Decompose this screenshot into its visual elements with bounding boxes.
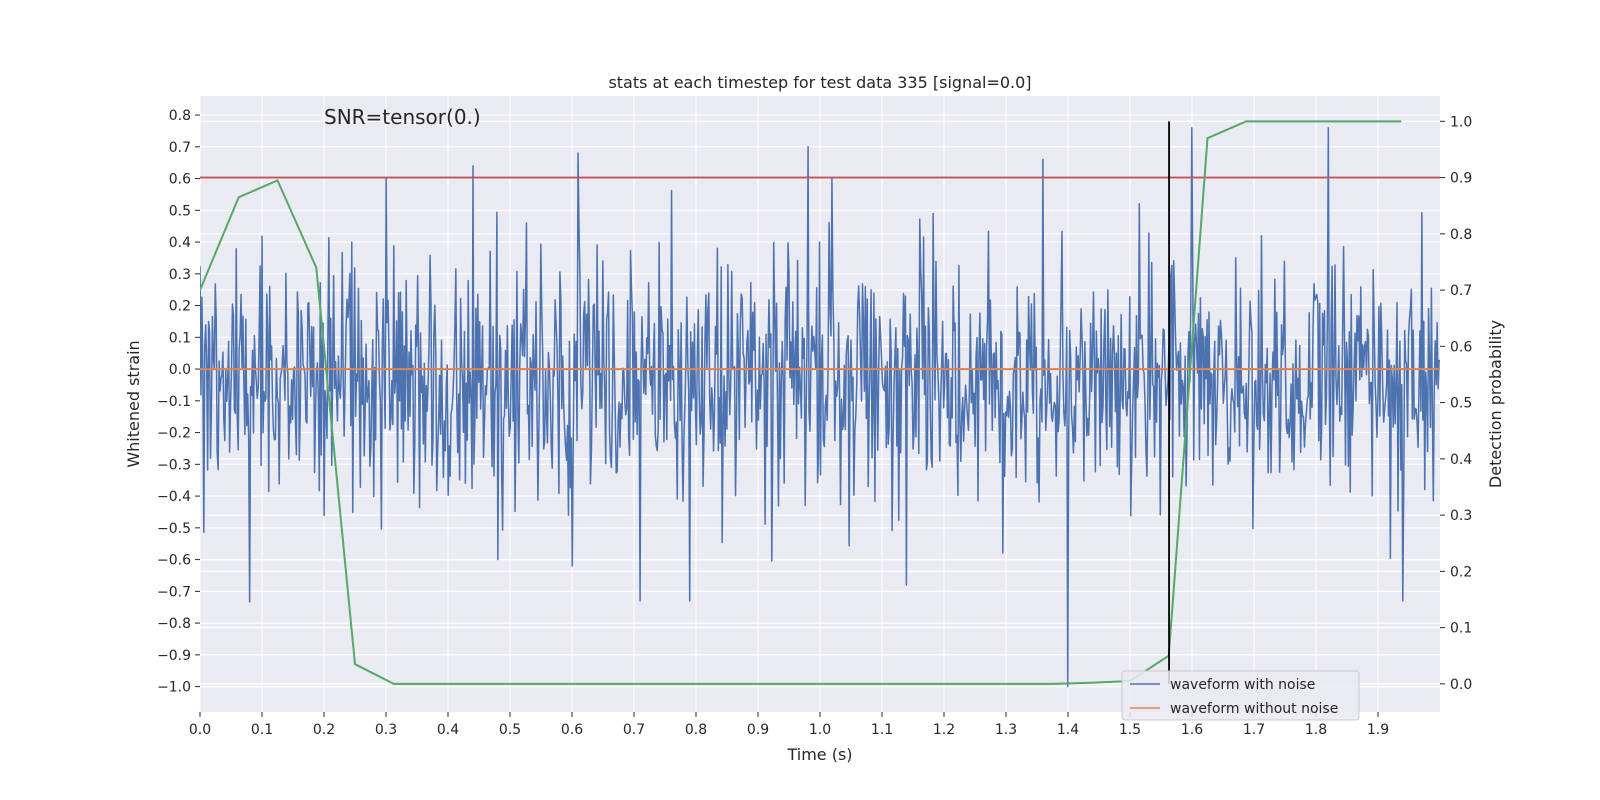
x-axis-label: Time (s) (786, 745, 852, 764)
x-tick-label: 0.6 (561, 722, 583, 738)
y-tick-label-right: 0.6 (1450, 339, 1472, 355)
y-tick-label-left: −0.2 (157, 426, 191, 442)
y-tick-label-right: 0.8 (1450, 227, 1472, 243)
legend: waveform with noise waveform without noi… (1121, 670, 1360, 721)
y-tick-label-right: 0.1 (1450, 621, 1472, 637)
y-tick-label-left: 0.1 (169, 330, 191, 346)
y-tick-label-left: −0.4 (157, 489, 191, 505)
x-tick-label: 0.0 (189, 722, 211, 738)
x-tick-label: 1.6 (1181, 722, 1203, 738)
y-tick-label-right: 0.4 (1450, 452, 1472, 468)
y-tick-label-left: −0.8 (157, 616, 191, 632)
y-tick-label-left: −0.7 (157, 584, 191, 600)
y-tick-label-right: 0.5 (1450, 396, 1472, 412)
x-tick-label: 1.0 (809, 722, 831, 738)
y-tick-label-left: 0.6 (169, 172, 191, 188)
x-tick-label: 0.5 (499, 722, 521, 738)
y-tick-label-right: 0.3 (1450, 508, 1472, 524)
y-tick-label-left: 0.3 (169, 267, 191, 283)
legend-box (1121, 670, 1360, 721)
x-tick-label: 1.4 (1057, 722, 1079, 738)
x-tick-label: 0.7 (623, 722, 645, 738)
y-tick-label-right: 0.2 (1450, 564, 1472, 580)
chart-title: stats at each timestep for test data 335… (608, 73, 1031, 92)
x-tick-label: 0.3 (375, 722, 397, 738)
y-tick-label-right: 1.0 (1450, 114, 1472, 130)
x-tick-label: 1.7 (1243, 722, 1265, 738)
legend-label-clean: waveform without noise (1170, 701, 1338, 717)
series-detection-probability (200, 120, 1402, 685)
y-tick-label-left: 0.8 (169, 108, 191, 124)
x-tick-label: 0.4 (437, 722, 459, 738)
y-tick-label-left: 0.5 (169, 203, 191, 219)
series-waveform-with-noise (200, 127, 1440, 688)
y-tick-label-left: 0.4 (169, 235, 191, 251)
axes: 0.0 0.1 0.2 0.3 0.4 0.5 0.6 0.7 0.8 0.9 1.0 1.1 1.2 1… (157, 108, 1472, 738)
x-tick-label: 1.5 (1119, 722, 1141, 738)
y-tick-label-right: 0.7 (1450, 283, 1472, 299)
x-tick-label: 0.1 (251, 722, 273, 738)
y-axis-label-right: Detection probability (1486, 320, 1505, 488)
snr-annotation: SNR=tensor(0.) (324, 105, 481, 129)
y-tick-label-left: −0.5 (157, 521, 191, 537)
x-tick-label: 0.9 (747, 722, 769, 738)
y-tick-label-right: 0.9 (1450, 171, 1472, 187)
y-tick-label-left: −0.1 (157, 394, 191, 410)
legend-label-noisy: waveform with noise (1170, 677, 1315, 693)
y-tick-label-left: 0.7 (169, 140, 191, 156)
y-tick-label-left: −0.6 (157, 553, 191, 569)
y-tick-label-left: −1.0 (157, 680, 191, 696)
x-tick-label: 1.8 (1305, 722, 1327, 738)
x-tick-label: 1.9 (1367, 722, 1389, 738)
y-axis-label-left: Whitened strain (124, 340, 143, 467)
x-tick-label: 1.1 (871, 722, 893, 738)
x-tick-label: 0.8 (685, 722, 707, 738)
y-tick-label-left: −0.3 (157, 457, 191, 473)
x-tick-label: 1.2 (933, 722, 955, 738)
y-tick-label-right: 0.0 (1450, 677, 1472, 693)
series-layer (200, 120, 1440, 688)
x-tick-label: 0.2 (313, 722, 335, 738)
y-tick-label-left: 0.0 (169, 362, 191, 378)
x-tick-label: 1.3 (995, 722, 1017, 738)
y-tick-label-left: 0.2 (169, 299, 191, 315)
y-tick-label-left: −0.9 (157, 648, 191, 664)
